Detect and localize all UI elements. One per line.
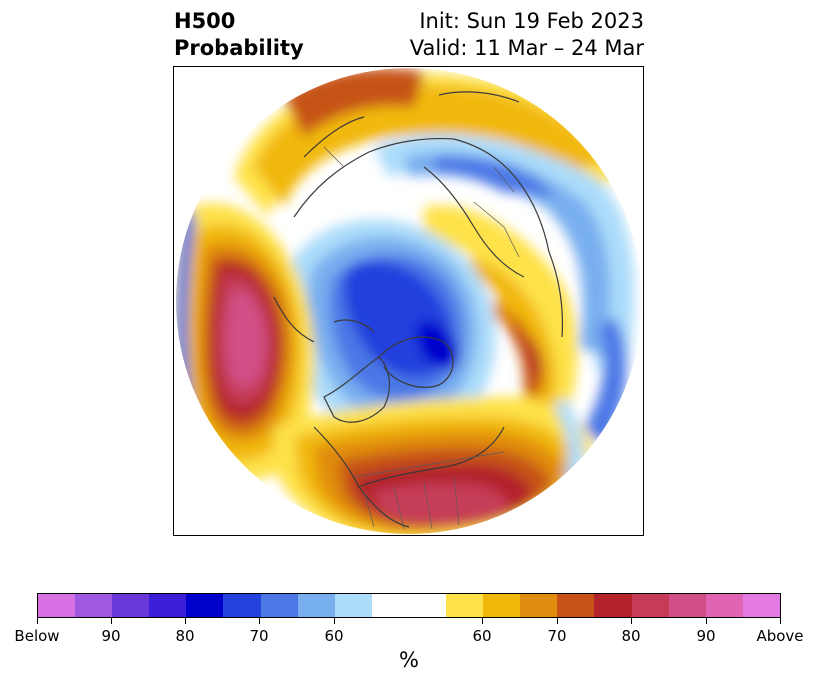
colorbar-tick	[259, 618, 260, 624]
title-variable: H500	[174, 9, 236, 33]
colorbar-swatch-neutral	[371, 594, 447, 617]
colorbar-swatch-below-7	[297, 594, 335, 617]
colorbar-tick-label: 60	[324, 627, 344, 645]
colorbar-swatch-below-2	[112, 594, 150, 617]
colorbar-tick-label: 90	[696, 627, 716, 645]
valid-range: Valid: 11 Mar – 24 Mar	[409, 36, 644, 60]
colorbar-swatch-above-0	[446, 594, 484, 617]
colorbar-tick	[482, 618, 483, 624]
init-date: Init: Sun 19 Feb 2023	[419, 9, 644, 33]
colorbar-swatch-above-2	[520, 594, 558, 617]
colorbar-tick	[780, 618, 781, 624]
colorbar-swatch-below-3	[149, 594, 187, 617]
colorbar-tick	[37, 618, 38, 624]
colorbar-tick	[631, 618, 632, 624]
colorbar-swatch-above-6	[668, 594, 706, 617]
probability-field	[176, 68, 642, 534]
colorbar-tick-label: 80	[621, 627, 641, 645]
colorbar-tick-label: Below	[14, 627, 60, 645]
colorbar-tick	[185, 618, 186, 624]
colorbar-swatch-below-5	[223, 594, 261, 617]
colorbar-tick	[334, 618, 335, 624]
country-borders	[323, 146, 520, 530]
colorbar-tick	[706, 618, 707, 624]
coastlines	[273, 91, 563, 528]
probability-map	[173, 66, 644, 536]
colorbar-tick-label: 60	[472, 627, 492, 645]
colorbar-label: %	[399, 648, 419, 672]
title-field: Probability	[174, 36, 304, 60]
colorbar-tick	[111, 618, 112, 624]
colorbar-swatch-above-7	[705, 594, 743, 617]
map-title-right: Init: Sun 19 Feb 2023 Valid: 11 Mar – 24…	[410, 8, 644, 62]
polar-map-svg	[176, 68, 642, 534]
colorbar-swatch-above-3	[557, 594, 595, 617]
map-title-left: H500 Probability	[174, 8, 304, 62]
colorbar-tick	[557, 618, 558, 624]
colorbar-tick-label: 70	[547, 627, 567, 645]
colorbar-tick-label: 70	[249, 627, 269, 645]
colorbar-swatch-below-4	[186, 594, 224, 617]
colorbar-swatch-below-0	[38, 594, 76, 617]
colorbar-tick-label: 80	[175, 627, 195, 645]
colorbar-tick-label: Above	[756, 627, 804, 645]
colorbar-swatch-below-1	[75, 594, 113, 617]
colorbar-swatch-below-8	[334, 594, 372, 617]
colorbar-swatch-above-4	[594, 594, 632, 617]
colorbar-tick-label: 90	[101, 627, 121, 645]
colorbar-swatch-above-8	[742, 594, 780, 617]
colorbar-swatch-below-6	[260, 594, 298, 617]
colorbar-swatch-above-1	[483, 594, 521, 617]
colorbar	[37, 593, 781, 618]
colorbar-swatch-above-5	[631, 594, 669, 617]
